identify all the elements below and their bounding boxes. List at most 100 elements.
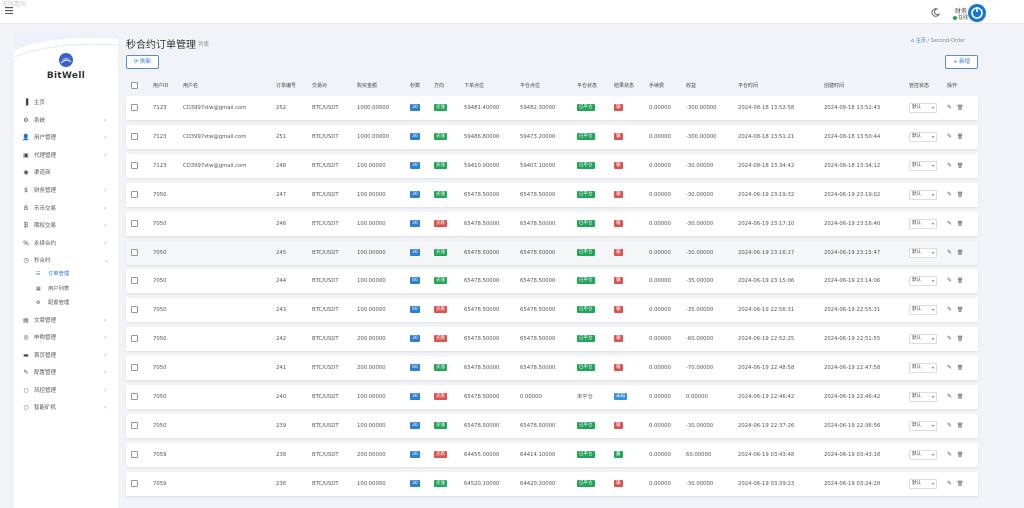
breadcrumb-home[interactable]: ⌂ 主页 (911, 38, 926, 44)
table-row[interactable]: 7123 CD3997stw@gmail.com 251 BTC/USDT 1000.0… (126, 124, 978, 149)
close-state-badge: 已平仓 (577, 306, 595, 314)
edit-icon[interactable]: ✎ (947, 393, 953, 400)
table-row[interactable]: 7123 CD3997stw@gmail.com 252 BTC/USDT 1000.0… (126, 96, 978, 120)
control-select[interactable]: 默认 ▾ (909, 160, 937, 171)
table-row[interactable]: 7050 241 BTC/USDT 200.00000 60 买涨 65478.50000 6… (126, 356, 978, 381)
edit-icon[interactable]: ✎ (947, 364, 953, 372)
delete-icon[interactable]: 🗑 (957, 249, 964, 256)
control-select[interactable]: 默认 ▾ (909, 247, 937, 258)
delete-icon[interactable]: 🗑 (957, 278, 964, 285)
sidebar-item-5[interactable]: $ 财务管理 ‹ (22, 185, 112, 197)
row-checkbox[interactable] (131, 132, 138, 140)
table-row[interactable]: 7050 240 BTC/USDT 100.00000 30 买跌 65478.50000 0… (126, 385, 978, 409)
control-select[interactable]: 默认 ▾ (909, 363, 937, 374)
sidebar-subitem-0[interactable]: ☰ 订单管理 (36, 269, 116, 279)
row-checkbox[interactable] (131, 248, 138, 256)
row-checkbox[interactable] (131, 190, 138, 198)
control-select[interactable]: 默认 ▾ (909, 478, 937, 489)
row-checkbox[interactable] (131, 335, 138, 343)
sidebar-item-9[interactable]: ◷ 秒合约 ⌄ (22, 255, 112, 267)
row-checkbox[interactable] (131, 161, 138, 169)
sidebar-item-3[interactable]: ▣ 代理管理 ‹ (22, 150, 112, 162)
edit-icon[interactable]: ✎ (947, 219, 953, 227)
sidebar-item-0[interactable]: ▐ 主页 (22, 97, 112, 109)
row-checkbox[interactable] (131, 364, 138, 372)
avatar[interactable] (968, 4, 986, 22)
edit-icon[interactable]: ✎ (947, 421, 953, 429)
control-select[interactable]: 默认 ▾ (909, 392, 937, 402)
row-checkbox[interactable] (131, 104, 138, 111)
table-row[interactable]: 7050 239 BTC/USDT 100.00000 30 买涨 65478.50000 6… (126, 413, 978, 438)
row-checkbox[interactable] (131, 277, 138, 285)
control-select[interactable]: 默认 ▾ (909, 334, 937, 345)
control-select[interactable]: 默认 ▾ (909, 449, 937, 460)
control-select[interactable]: 默认 ▾ (909, 218, 937, 229)
table-row[interactable]: 7050 244 BTC/USDT 100.00000 60 买涨 65478.50000 6… (126, 269, 978, 294)
sidebar-item-after-0[interactable]: ▤ 文章管理 ‹ (22, 315, 112, 327)
sidebar-item-after-4[interactable]: ○ 风控管理 ‹ (22, 385, 112, 397)
edit-icon[interactable]: ✎ (947, 335, 953, 343)
delete-icon[interactable]: 🗑 (957, 394, 964, 400)
control-select[interactable]: 默认 ▾ (909, 189, 937, 200)
edit-icon[interactable]: ✎ (947, 306, 953, 314)
edit-icon[interactable]: ✎ (947, 450, 953, 458)
sidebar-subitem-1[interactable]: ▦ 用户列表 (36, 284, 116, 294)
control-select[interactable]: 默认 ▾ (909, 131, 937, 142)
sidebar-item-8[interactable]: % 永续合约 ‹ (22, 238, 112, 250)
delete-icon[interactable]: 🗑 (957, 422, 964, 429)
select-all-checkbox[interactable] (131, 82, 138, 89)
table-row[interactable]: 7059 236 BTC/USDT 100.00000 30 买涨 64520.10000 6… (126, 471, 978, 496)
delete-icon[interactable]: 🗑 (957, 451, 964, 458)
refresh-button[interactable]: ⟳ 刷新 (126, 55, 159, 69)
row-checkbox[interactable] (131, 306, 138, 314)
delete-icon[interactable]: 🗑 (957, 336, 964, 343)
delete-icon[interactable]: 🗑 (957, 105, 964, 111)
table-row[interactable]: 7123 CD3997stw@gmail.com 248 BTC/USDT 100.00… (126, 153, 978, 178)
delete-icon[interactable]: 🗑 (957, 133, 964, 140)
table-row[interactable]: 7050 247 BTC/USDT 100.00000 30 买涨 65478.50000 6… (126, 182, 978, 207)
sidebar-item-1[interactable]: ⚙ 系统 ‹ (22, 115, 112, 127)
sidebar-item-after-2[interactable]: ▬ 首页管理 ‹ (22, 350, 112, 362)
sidebar-item-7[interactable]: ₿ 期权交易 ‹ (22, 220, 112, 232)
edit-icon[interactable]: ✎ (947, 104, 953, 111)
close-state-cell: 已平仓 (577, 327, 595, 351)
table-row[interactable]: 7050 243 BTC/USDT 100.00000 60 买跌 65478.50000 6… (126, 298, 978, 323)
row-checkbox[interactable] (131, 219, 138, 227)
delete-icon[interactable]: 🗑 (957, 191, 964, 198)
delete-icon[interactable]: 🗑 (957, 480, 964, 487)
edit-icon[interactable]: ✎ (947, 479, 953, 487)
row-checkbox[interactable] (131, 479, 138, 487)
edit-icon[interactable]: ✎ (947, 277, 953, 285)
add-button[interactable]: + 新增 (945, 55, 978, 69)
row-checkbox[interactable] (131, 450, 138, 458)
control-select[interactable]: 默认 ▾ (909, 420, 937, 431)
menu-icon[interactable] (5, 7, 13, 14)
control-select[interactable]: 默认 ▾ (909, 305, 937, 316)
row-checkbox[interactable] (131, 421, 138, 429)
sidebar-item-6[interactable]: B 币币交易 ‹ (22, 203, 112, 215)
sidebar-item-4[interactable]: ◉ 渠道商 (22, 167, 112, 179)
table-row[interactable]: 7050 242 BTC/USDT 200.00000 30 买跌 65478.50000 6… (126, 327, 978, 352)
edit-icon[interactable]: ✎ (947, 248, 953, 256)
moon-icon[interactable] (931, 8, 940, 17)
edit-icon[interactable]: ✎ (947, 132, 953, 140)
edit-icon[interactable]: ✎ (947, 190, 953, 198)
control-select[interactable]: 默认 ▾ (909, 103, 937, 113)
sidebar-subitem-2[interactable]: ⚙ 配置管理 (36, 298, 116, 308)
sidebar-item-after-1[interactable]: ◎ 申购管理 ‹ (22, 332, 112, 344)
sidebar-item-after-5[interactable]: ○ 智能矿机 ‹ (22, 402, 112, 414)
table-row[interactable]: 7050 246 BTC/USDT 100.00000 30 买跌 65478.50000 6… (126, 211, 978, 236)
delete-icon[interactable]: 🗑 (957, 365, 964, 372)
delete-icon[interactable]: 🗑 (957, 307, 964, 314)
delete-icon[interactable]: 🗑 (957, 220, 964, 227)
close-state-cell: 已平仓 (577, 154, 595, 178)
row-checkbox[interactable] (131, 393, 138, 400)
delete-icon[interactable]: 🗑 (957, 162, 964, 169)
table-row[interactable]: 7050 245 BTC/USDT 100.00000 30 买涨 65478.50000 6… (126, 240, 978, 265)
table-row[interactable]: 7059 238 BTC/USDT 200.00000 30 买跌 64455.00000 6… (126, 442, 978, 467)
user-id-cell: 7123 (153, 162, 167, 169)
control-select[interactable]: 默认 ▾ (909, 276, 937, 287)
sidebar-item-2[interactable]: 👤 用户管理 ‹ (22, 132, 112, 144)
edit-icon[interactable]: ✎ (947, 161, 953, 169)
sidebar-item-after-3[interactable]: ✎ 配置管理 ‹ (22, 367, 112, 379)
